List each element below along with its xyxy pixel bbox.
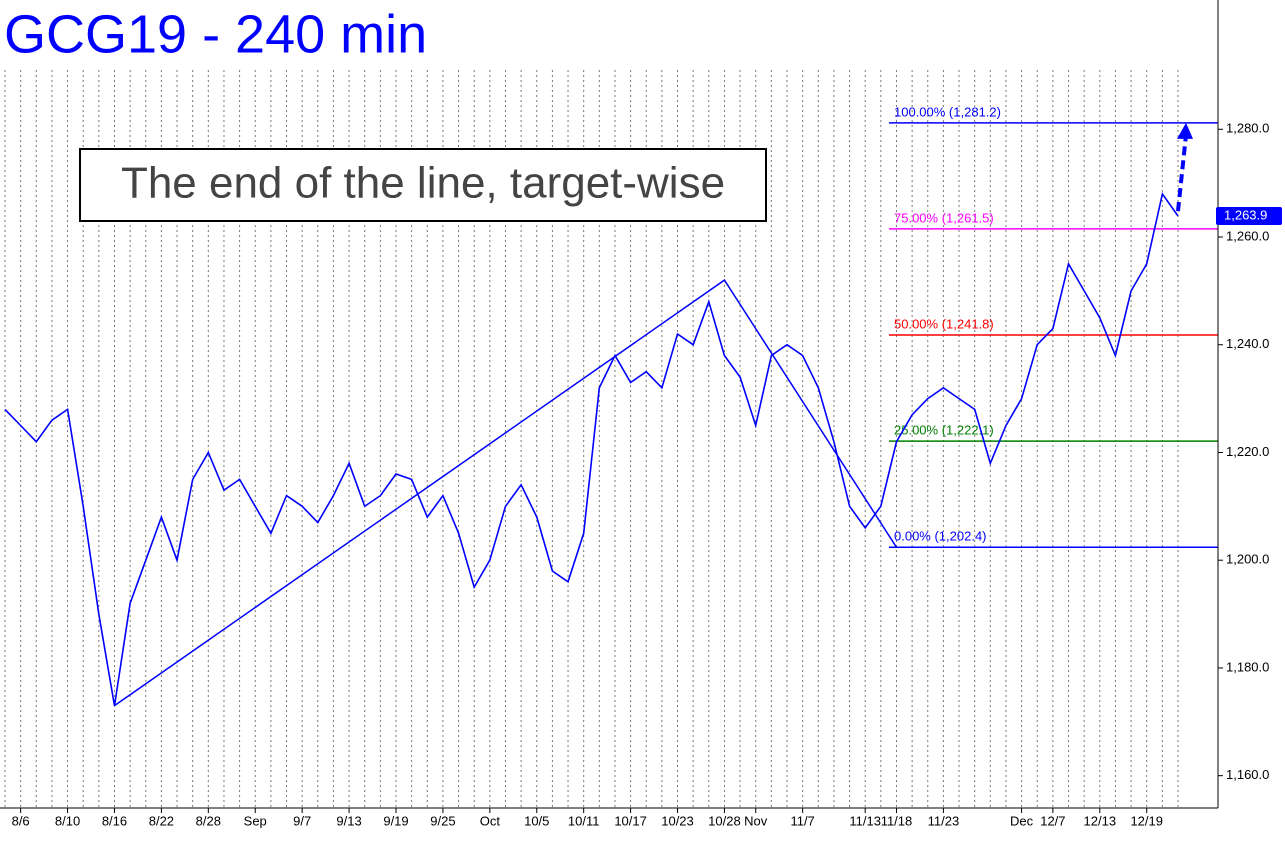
x-tick-label: 10/17 <box>614 813 647 828</box>
level-label: 25.00% (1,222.1) <box>894 423 994 438</box>
x-tick-label: 10/28 <box>708 813 741 828</box>
y-tick-label: 1,260.0 <box>1226 228 1269 243</box>
x-tick-label: 10/23 <box>661 813 694 828</box>
plot: 100.00% (1,281.2) 75.00% (1,261.5) 50.00% … <box>4 104 1218 707</box>
x-tick-label: 9/7 <box>293 813 311 828</box>
annotation-box <box>79 148 767 222</box>
x-tick-label: 8/10 <box>55 813 80 828</box>
x-tick-label: 8/6 <box>12 813 30 828</box>
target-arrowhead <box>1177 122 1193 139</box>
y-tick-label: 1,240.0 <box>1226 336 1269 351</box>
y-tick-label: 1,280.0 <box>1226 121 1269 136</box>
level-label: 50.00% (1,241.8) <box>894 316 994 331</box>
y-tick-label: 1,180.0 <box>1226 659 1269 674</box>
x-tick-label: 10/5 <box>524 813 549 828</box>
x-tick-label: 11/13 <box>849 813 881 828</box>
chart-title: GCG19 - 240 min <box>4 4 427 64</box>
last-price-box <box>1216 207 1282 226</box>
x-tick-label: 11/7 <box>790 813 814 828</box>
x-tick-label: Dec <box>1010 813 1034 828</box>
x-tick-label: 10/11 <box>568 813 600 828</box>
x-tick-label: 8/22 <box>149 813 174 828</box>
target-arrow <box>1176 134 1188 212</box>
x-tick-label: 8/16 <box>102 813 127 828</box>
x-tick-label: 11/23 <box>928 813 960 828</box>
x-tick-label: Nov <box>744 813 768 828</box>
y-tick-label: 1,200.0 <box>1226 552 1269 567</box>
annotation: The end of the line, target-wise <box>121 159 725 208</box>
x-tick-label: 8/28 <box>196 813 221 828</box>
y-tick-label: 1,160.0 <box>1226 767 1269 782</box>
x-tick-label: Oct <box>480 813 501 828</box>
x-tick-label: 9/13 <box>336 813 361 828</box>
x-tick-label: 9/19 <box>383 813 408 828</box>
y-tick-label: 1,220.0 <box>1226 444 1269 459</box>
x-tick-label: 12/19 <box>1130 813 1163 828</box>
last-price-label: 1,263.9 <box>1224 207 1267 222</box>
level-label: 100.00% (1,281.2) <box>894 104 1001 119</box>
grid <box>4 70 1179 808</box>
x-tick-label: 12/7 <box>1040 813 1065 828</box>
x-tick-label: 11/18 <box>881 813 913 828</box>
price-line <box>4 191 1179 706</box>
trendline <box>114 279 898 707</box>
level-label: 0.00% (1,202.4) <box>894 529 987 544</box>
x-tick-label: 12/13 <box>1084 813 1117 828</box>
x-tick-label: 9/25 <box>430 813 455 828</box>
level-label: 75.00% (1,261.5) <box>894 210 994 225</box>
x-tick-label: Sep <box>244 813 267 828</box>
